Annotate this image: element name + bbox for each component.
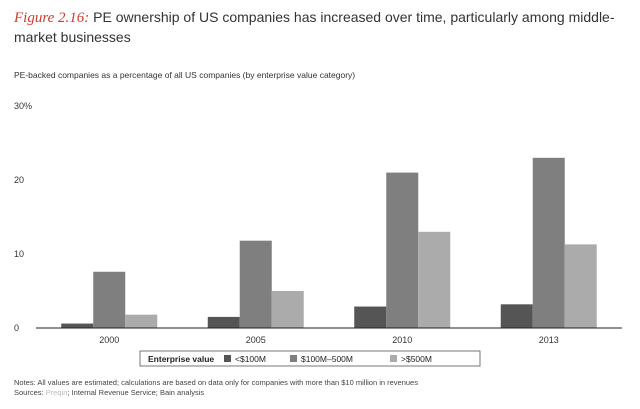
legend-box [139, 350, 481, 367]
y-axis-ticks: 0 10 20 30% [14, 101, 32, 333]
bar-2013-1 [532, 157, 565, 328]
legend-swatch [390, 355, 397, 362]
bar-2005-0 [207, 316, 240, 328]
figure-title-text: PE ownership of US companies has increas… [14, 9, 615, 45]
chart-notes: Notes: All values are estimated; calcula… [14, 378, 418, 398]
legend-swatch [290, 355, 297, 362]
x-tick-label: 2005 [246, 335, 266, 345]
figure-label: Figure 2.16: [14, 10, 90, 26]
bar-2013-0 [500, 304, 533, 328]
x-tick-label: 2013 [539, 335, 559, 345]
y-tick-label: 10 [14, 249, 24, 259]
bars-layer [61, 157, 597, 328]
legend-label: >$500M [401, 354, 432, 364]
x-tick-label: 2010 [392, 335, 412, 345]
y-tick-label: 0 [14, 323, 19, 333]
legend-swatch [224, 355, 231, 362]
sources-watermark: Preqin [45, 388, 68, 397]
bar-2010-1 [386, 172, 419, 328]
bar-2005-1 [239, 240, 272, 328]
bar-2005-2 [271, 291, 304, 328]
legend: Enterprise value <$100M $100M–500M >$500M [139, 350, 481, 367]
legend-title: Enterprise value [148, 354, 214, 364]
bar-2010-0 [354, 306, 387, 328]
sources-label: Sources: [14, 388, 44, 397]
figure-title: Figure 2.16: PE ownership of US companie… [14, 8, 626, 47]
x-axis-ticks: 2000 2005 2010 2013 [99, 335, 559, 345]
y-tick-label: 20 [14, 175, 24, 185]
bar-2000-0 [61, 323, 94, 328]
bar-2010-2 [418, 231, 451, 328]
y-tick-label: 30% [14, 101, 32, 111]
legend-label: $100M–500M [301, 354, 353, 364]
sources-line: Sources: Preqin; Internal Revenue Servic… [14, 388, 205, 397]
x-tick-label: 2000 [99, 335, 119, 345]
chart-subtitle: PE-backed companies as a percentage of a… [14, 70, 356, 80]
sources-text: Internal Revenue Service; Bain analysis [71, 388, 205, 397]
notes-line: Notes: All values are estimated; calcula… [14, 378, 418, 387]
bar-2013-2 [564, 244, 597, 328]
bar-2000-2 [125, 314, 158, 328]
legend-label: <$100M [235, 354, 266, 364]
bar-2000-1 [93, 271, 126, 328]
